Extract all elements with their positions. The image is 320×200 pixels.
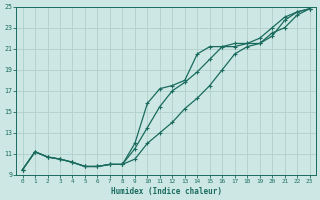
X-axis label: Humidex (Indice chaleur): Humidex (Indice chaleur) (111, 187, 221, 196)
